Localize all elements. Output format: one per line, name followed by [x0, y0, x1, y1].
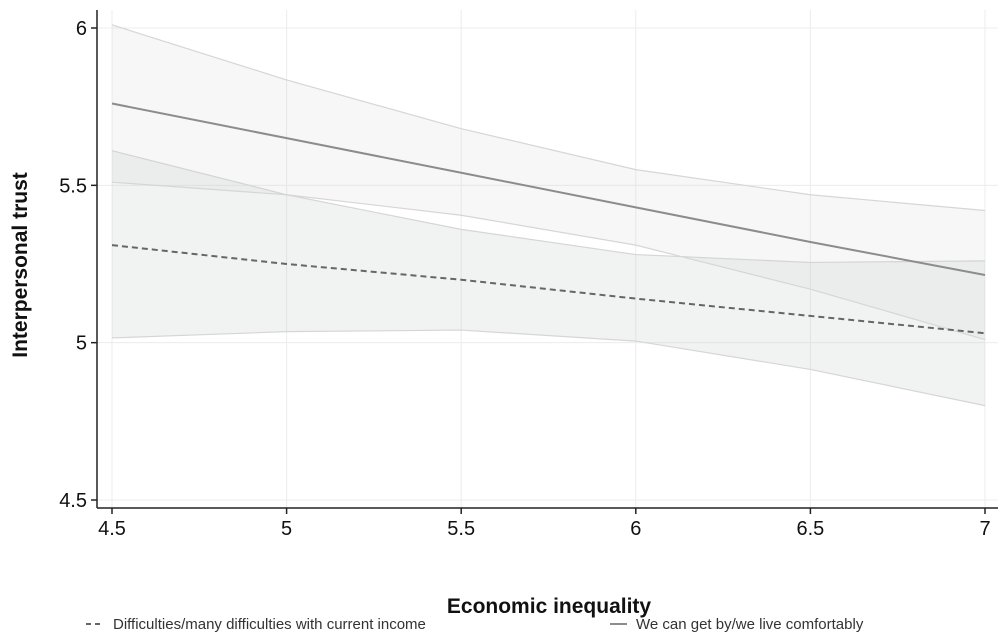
x-tick-label: 4.5 [98, 518, 126, 540]
y-tick-label: 4.5 [59, 490, 87, 512]
ci-band-series-1 [112, 150, 985, 406]
x-tick-label: 7 [979, 518, 990, 540]
ci-lower-edge-series-2 [111, 181, 986, 341]
tick-labels: 4.5 5 5.5 6 4.5 5 5.5 6 6.5 7 [59, 18, 990, 540]
series-lines [111, 102, 986, 335]
legend: Difficulties/many difficulties with curr… [86, 616, 864, 632]
y-axis-title: Interpersonal trust [9, 172, 32, 358]
legend-item-get-by: We can get by/we live comfortably [610, 616, 864, 632]
legend-label-difficulties: Difficulties/many difficulties with curr… [113, 616, 426, 632]
y-tick-label: 5 [76, 333, 87, 355]
ci-lower-edge-series-1 [111, 329, 986, 407]
legend-label-get-by: We can get by/we live comfortably [636, 616, 864, 632]
series-line-2 [111, 102, 986, 276]
x-tick-label: 5.5 [447, 518, 475, 540]
ci-band-series-2 [112, 24, 985, 340]
ci-upper-edge-series-1 [111, 150, 986, 264]
ci-upper-edge-series-2 [111, 24, 986, 212]
confidence-bands [111, 24, 986, 407]
y-tick-label: 6 [76, 18, 87, 40]
legend-item-difficulties: Difficulties/many difficulties with curr… [86, 616, 426, 632]
x-tick-label: 6 [630, 518, 641, 540]
x-tick-label: 6.5 [796, 518, 824, 540]
y-tick-label: 5.5 [59, 175, 87, 197]
series-line-1 [111, 244, 986, 335]
axes [91, 10, 998, 514]
x-axis-title: Economic inequality [447, 595, 652, 618]
x-tick-label: 5 [281, 518, 292, 540]
